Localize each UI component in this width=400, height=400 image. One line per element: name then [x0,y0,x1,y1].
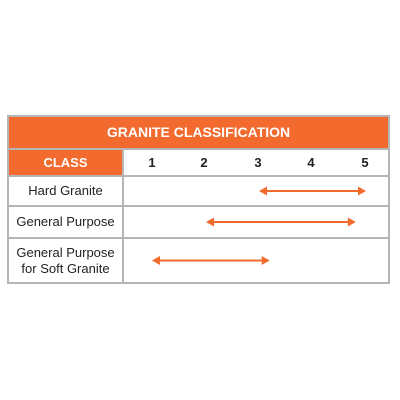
row-label: General Purpose [9,207,124,237]
row-label: Hard Granite [9,177,124,205]
classification-table: GRANITE CLASSIFICATION CLASS 1 2 3 4 5 H… [7,115,390,284]
table-row-general-purpose-soft: General Purpose for Soft Granite [9,237,388,282]
class-number-4: 4 [307,155,315,170]
class-column-header: CLASS [9,150,124,175]
table-row-general-purpose: General Purpose [9,205,388,237]
row-label: General Purpose for Soft Granite [9,239,124,282]
row-label-line: for Soft Granite [21,260,110,276]
double-headed-arrow-icon [205,207,356,237]
class-number-2: 2 [200,155,208,170]
header-row: CLASS 1 2 3 4 5 [9,148,388,175]
class-number-5: 5 [361,155,369,170]
class-number-3: 3 [254,155,262,170]
class-number-1: 1 [148,155,156,170]
table-title: GRANITE CLASSIFICATION [9,117,388,148]
row-label-line: Hard Granite [28,183,103,198]
row-label-line: General Purpose [16,244,115,260]
table-row-hard-granite: Hard Granite [9,175,388,205]
double-headed-arrow-icon [259,177,366,205]
double-headed-arrow-icon [152,239,270,282]
row-label-line: General Purpose [16,214,115,229]
